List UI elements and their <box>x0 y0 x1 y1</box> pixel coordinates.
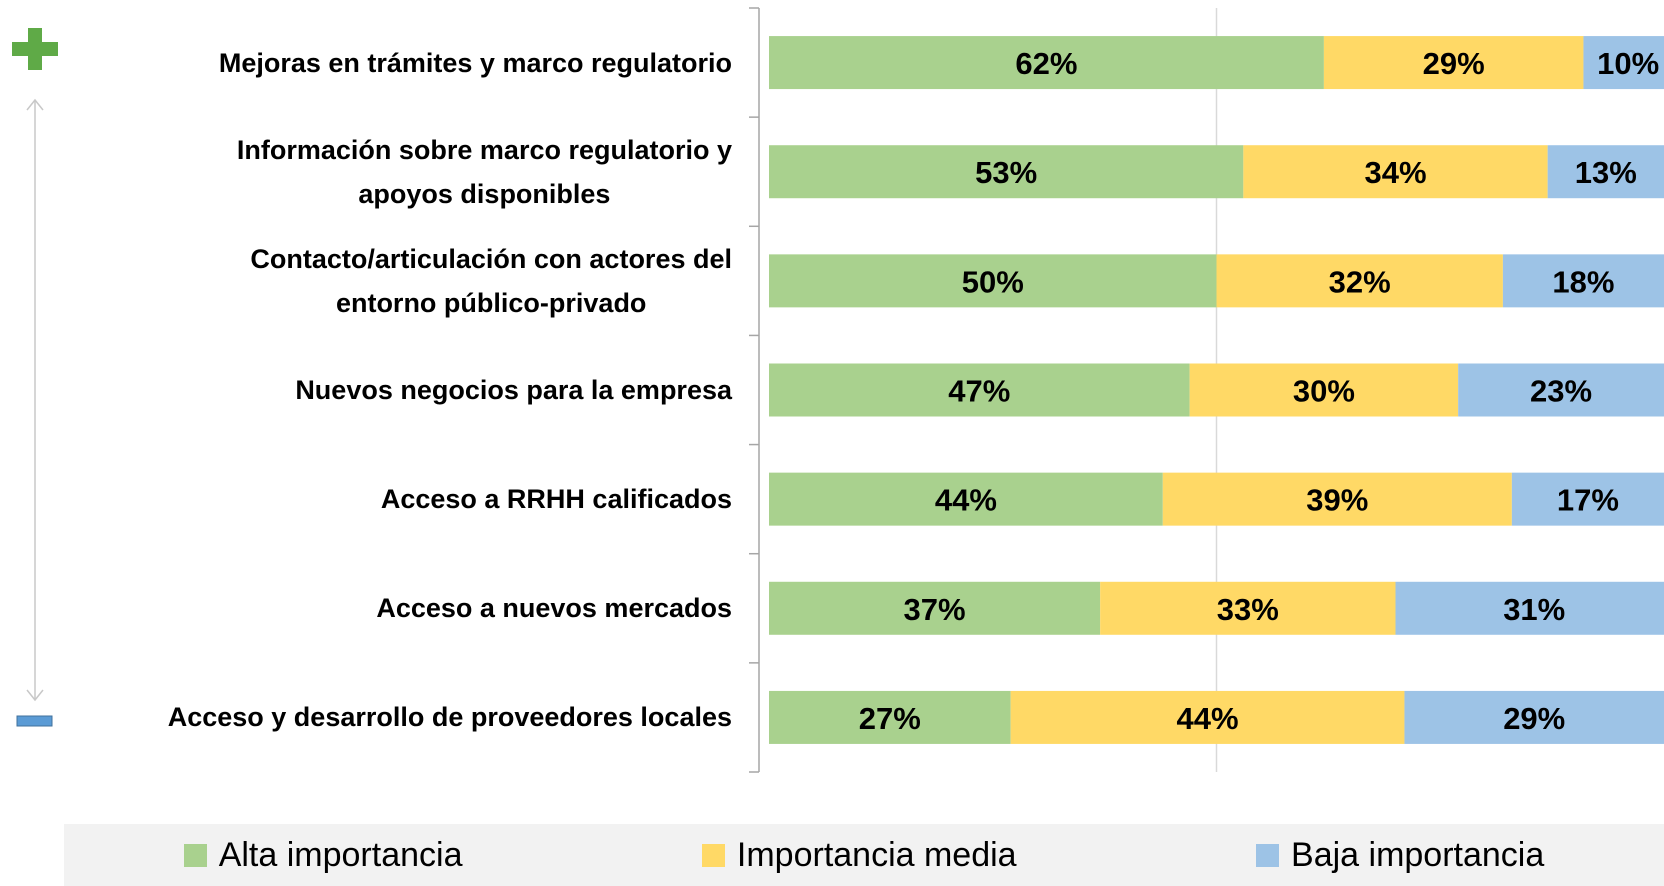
value-label: 47% <box>948 374 1010 409</box>
legend-label: Baja importancia <box>1291 835 1545 874</box>
value-label: 50% <box>962 264 1024 299</box>
bar-segment <box>769 254 1217 308</box>
legend-label: Alta importancia <box>218 835 463 874</box>
bar-segment <box>1162 472 1512 526</box>
value-label: 44% <box>1177 701 1239 736</box>
value-label: 44% <box>935 483 997 518</box>
legend-item: Alta importancia <box>183 835 463 875</box>
bar-segment <box>1010 690 1405 744</box>
bar-segment <box>1502 254 1664 308</box>
bar-segment <box>1323 36 1584 90</box>
bar-segment <box>1547 145 1664 199</box>
bar-segment <box>769 145 1244 199</box>
category-label: Mejoras en trámites y marco regulatorio <box>218 47 732 78</box>
legend-item: Importancia media <box>701 835 1017 875</box>
value-label: 13% <box>1575 155 1637 190</box>
legend-swatch <box>701 843 725 867</box>
legend: Alta importancia Importancia media Baja im… <box>64 824 1664 886</box>
bar-segment <box>769 36 1324 90</box>
bar-segment <box>1395 581 1664 635</box>
value-label: 33% <box>1217 592 1279 627</box>
bar-segment <box>769 690 1011 744</box>
bar-segment <box>1243 145 1548 199</box>
value-label: 29% <box>1423 46 1485 81</box>
legend-label: Importancia media <box>736 835 1017 874</box>
bar-segment <box>1511 472 1664 526</box>
minus-icon <box>16 715 53 727</box>
value-label: 34% <box>1364 155 1426 190</box>
value-label: 18% <box>1552 264 1614 299</box>
bar-segment <box>769 363 1190 417</box>
value-label: 39% <box>1306 483 1368 518</box>
value-label: 29% <box>1503 701 1565 736</box>
legend-swatch <box>1256 843 1280 867</box>
category-label: Acceso a RRHH calificados <box>380 484 732 515</box>
bar-segment <box>1216 254 1503 308</box>
value-label: 62% <box>1015 46 1077 81</box>
value-label: 10% <box>1597 46 1659 81</box>
arrow-head <box>26 689 44 702</box>
category-label: Acceso y desarrollo de proveedores local… <box>167 702 732 733</box>
category-label: Contacto/articulación con actores del en… <box>250 243 732 318</box>
value-label: 17% <box>1557 483 1619 518</box>
bar-segment <box>1458 363 1664 417</box>
plus-icon <box>28 28 42 70</box>
bar-segment <box>1404 690 1664 744</box>
bar-segment <box>1583 36 1664 90</box>
value-label: 32% <box>1329 264 1391 299</box>
legend-swatch <box>183 843 207 867</box>
bar-segment <box>1100 581 1396 635</box>
category-label: Información sobre marco regulatorio y ap… <box>236 134 732 209</box>
value-label: 30% <box>1293 374 1355 409</box>
value-label: 31% <box>1503 592 1565 627</box>
value-label: 23% <box>1530 374 1592 409</box>
bar-segment <box>1189 363 1459 417</box>
value-label: 53% <box>975 155 1037 190</box>
category-label: Nuevos negocios para la empresa <box>295 375 732 405</box>
category-label: Acceso a nuevos mercados <box>376 593 732 624</box>
arrow-head <box>26 98 44 111</box>
bar-segment <box>769 581 1101 635</box>
legend-item: Baja importancia <box>1256 836 1544 875</box>
value-label: 37% <box>904 592 966 627</box>
value-label: 27% <box>859 701 921 736</box>
bar-segment <box>769 472 1163 526</box>
chart: 62% 29% 10% 53% 34% 13% 50% 32% 18% 47% 30% 23% 44% 3… <box>12 7 1664 773</box>
